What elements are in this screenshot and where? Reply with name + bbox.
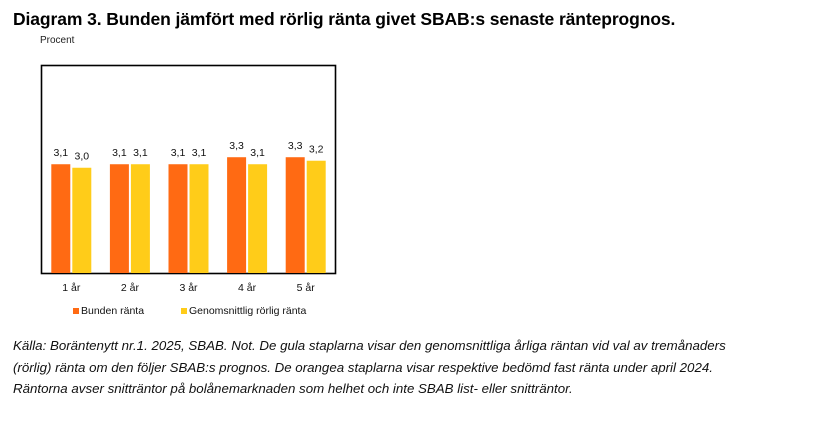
x-tick-label: 3 år xyxy=(179,282,198,294)
data-label: 3,3 xyxy=(229,140,244,152)
data-label: 3,0 xyxy=(74,151,89,163)
legend-label: Bunden ränta xyxy=(81,305,144,317)
bar-rorlig xyxy=(130,164,150,273)
data-label: 3,2 xyxy=(309,144,324,156)
bar-bunden xyxy=(227,157,247,273)
bar-bunden xyxy=(168,164,188,273)
data-label: 3,1 xyxy=(171,147,186,159)
x-tick-label: 1 år xyxy=(62,282,81,294)
source-note: Källa: Boräntenytt nr.1. 2025, SBAB. Not… xyxy=(13,335,808,400)
legend-swatch xyxy=(73,308,79,314)
data-label: 3,1 xyxy=(192,147,207,159)
bar-rorlig xyxy=(306,160,326,273)
y-axis-label: Procent xyxy=(40,35,75,46)
note-line: (rörlig) ränta om den följer SBAB:s prog… xyxy=(13,359,713,375)
bar-rorlig xyxy=(72,167,92,273)
note-line: Räntorna avser snitträntor på bolånemark… xyxy=(13,381,573,396)
legend-swatch xyxy=(181,308,187,314)
data-label: 3,1 xyxy=(133,147,148,159)
legend-label: Genomsnittlig rörlig ränta xyxy=(189,305,306,317)
data-label: 3,3 xyxy=(288,140,303,152)
bar-bunden xyxy=(109,164,129,273)
data-label: 3,1 xyxy=(112,147,127,159)
note-line: Källa: Boräntenytt nr.1. 2025, SBAB. Not… xyxy=(13,338,726,353)
bar-bunden xyxy=(285,157,305,273)
bar-chart: 3,1 3,0 1 år 3,1 3,1 2 år 3,1 3,1 3 år 3,3 3,1 4 år… xyxy=(40,64,337,317)
x-tick-label: 4 år xyxy=(238,282,257,294)
x-tick-label: 2 år xyxy=(121,282,140,294)
data-label: 3,1 xyxy=(53,147,68,159)
bar-bunden xyxy=(51,164,71,273)
chart-title: Diagram 3. Bunden jämfört med rörlig rän… xyxy=(13,9,676,29)
plot-frame xyxy=(40,64,337,275)
x-tick-label: 5 år xyxy=(297,282,316,294)
bar-rorlig xyxy=(189,164,209,273)
bar-rorlig xyxy=(248,164,268,273)
data-label: 3,1 xyxy=(250,147,265,159)
